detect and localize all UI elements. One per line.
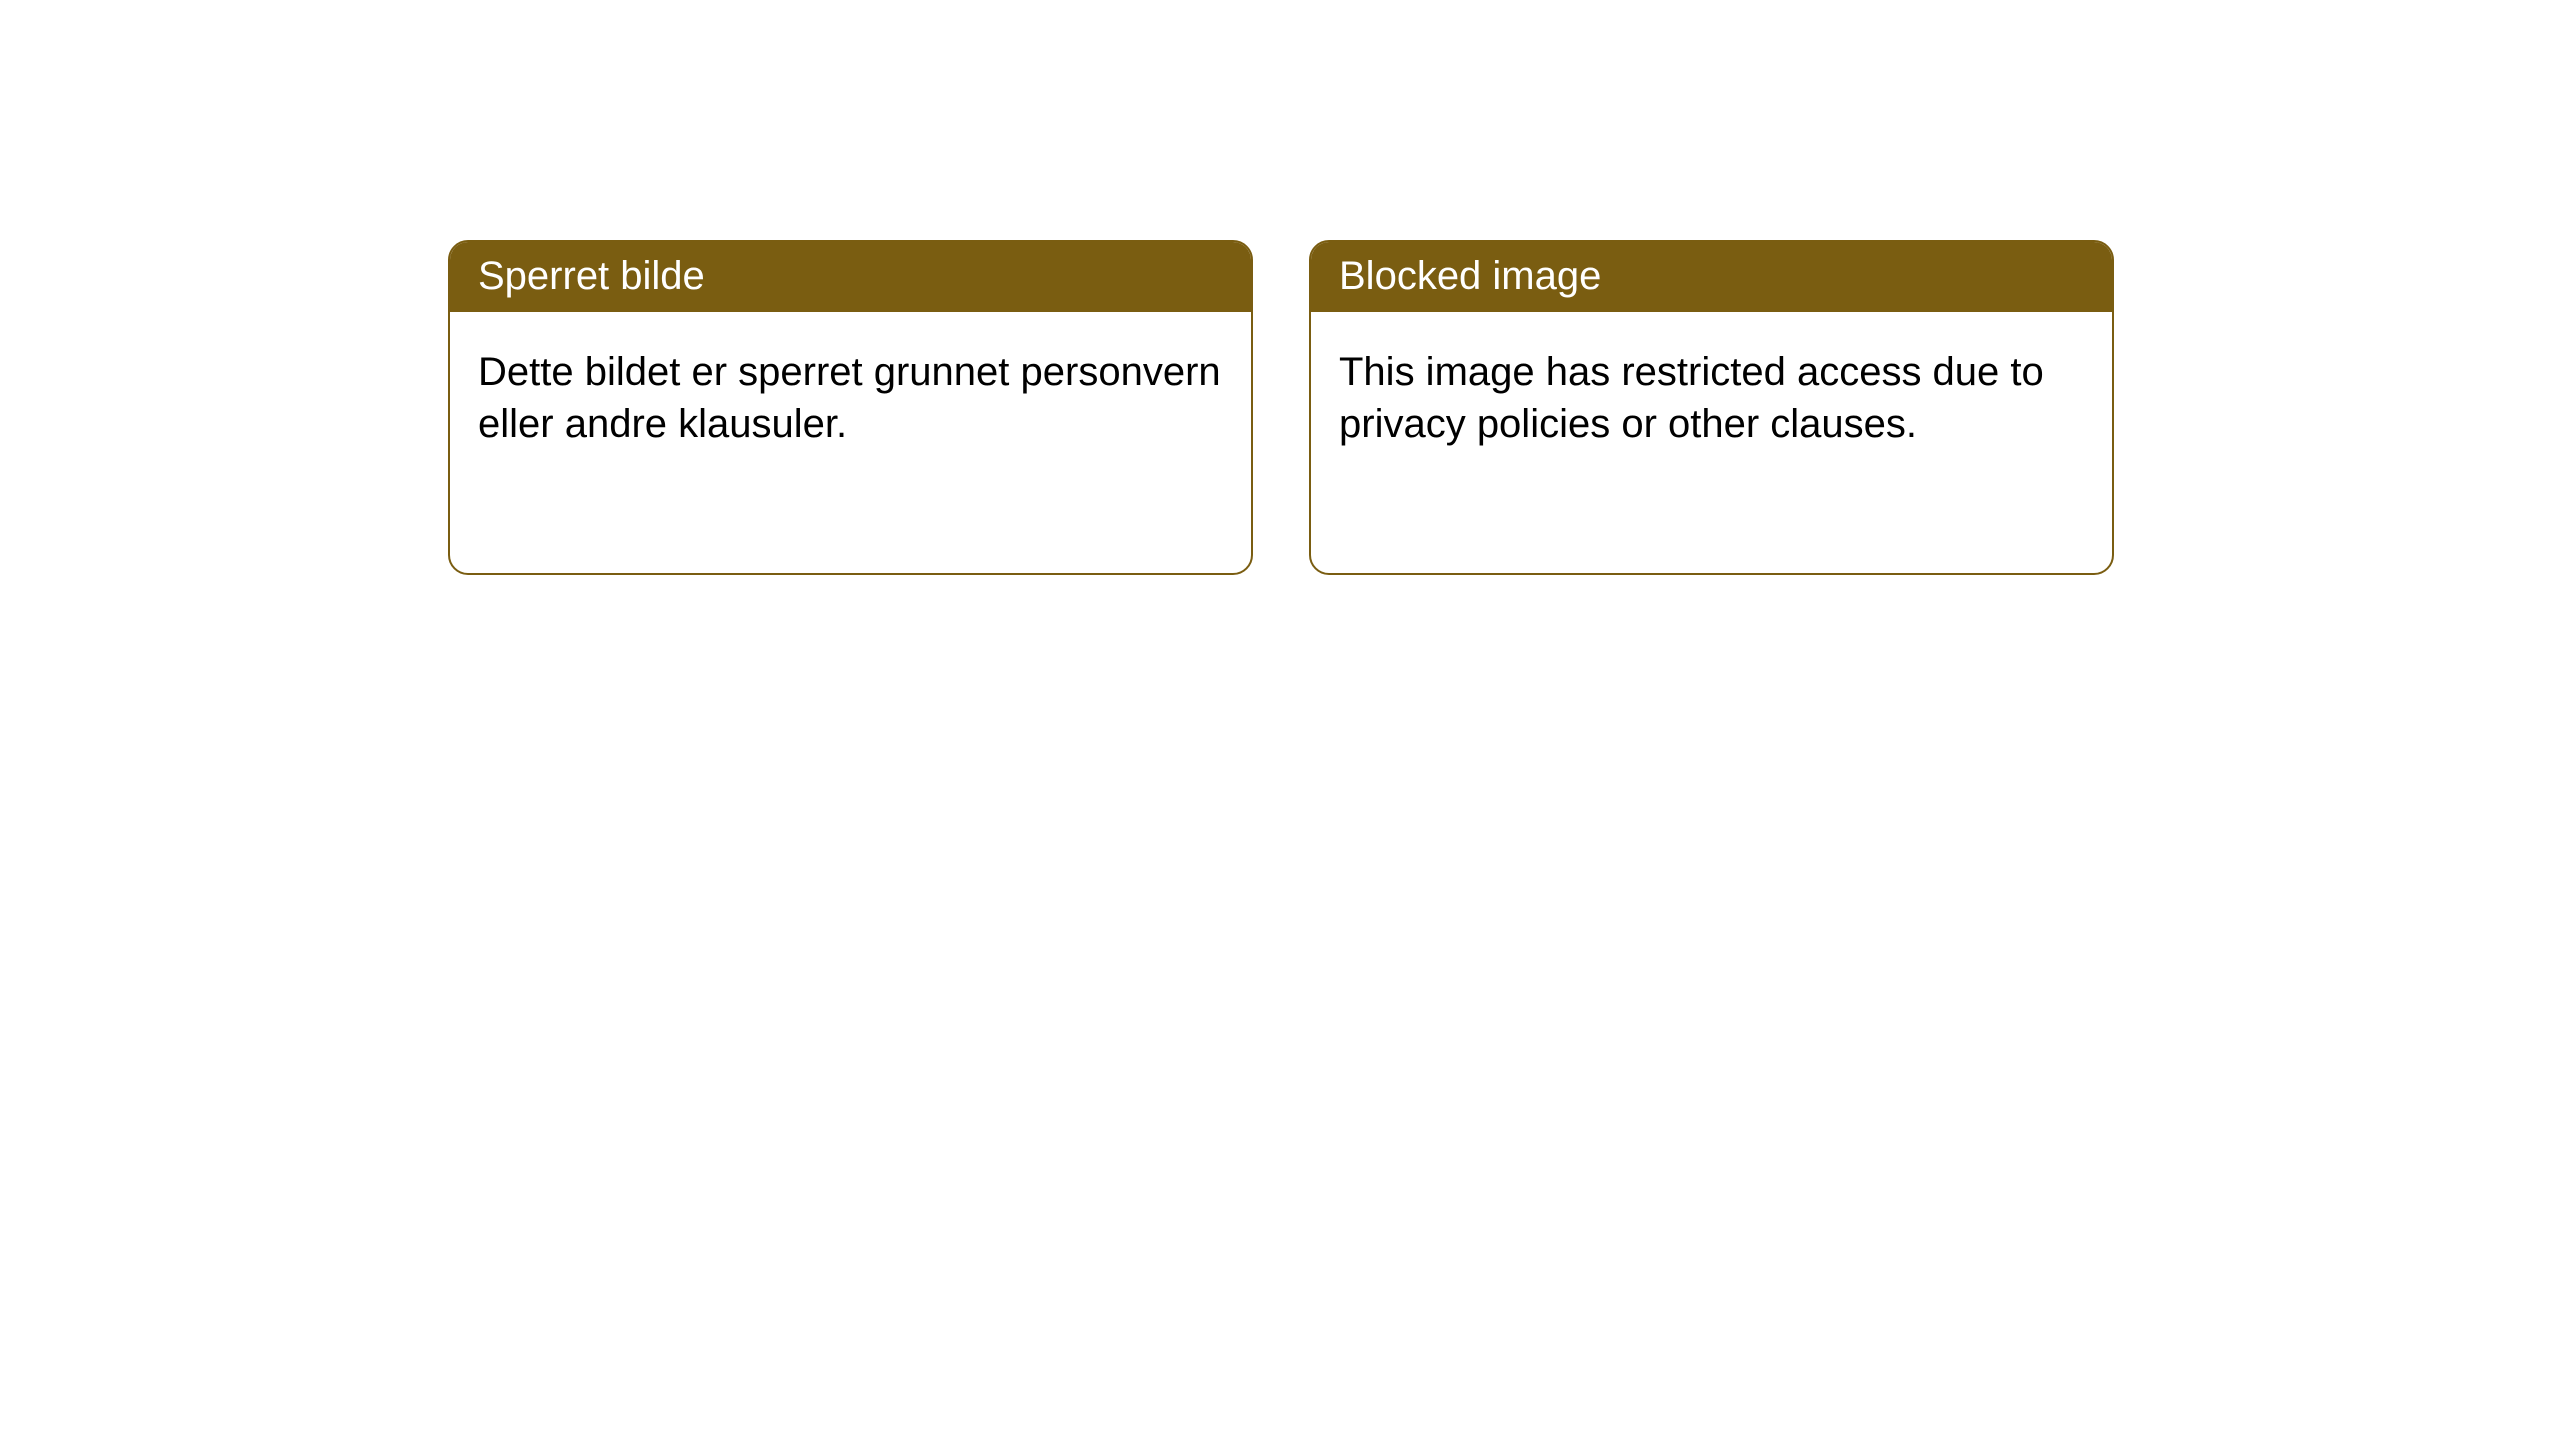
notice-card-body-text: Dette bildet er sperret grunnet personve… [478,350,1221,446]
notice-card-english: Blocked image This image has restricted … [1309,240,2114,575]
notice-cards-container: Sperret bilde Dette bildet er sperret gr… [0,0,2560,575]
notice-card-header: Sperret bilde [450,242,1251,312]
notice-card-body-text: This image has restricted access due to … [1339,350,2044,446]
notice-card-header: Blocked image [1311,242,2112,312]
notice-card-norwegian: Sperret bilde Dette bildet er sperret gr… [448,240,1253,575]
notice-card-body: Dette bildet er sperret grunnet personve… [450,312,1251,484]
notice-card-title: Sperret bilde [478,254,705,298]
notice-card-title: Blocked image [1339,254,1601,298]
notice-card-body: This image has restricted access due to … [1311,312,2112,484]
